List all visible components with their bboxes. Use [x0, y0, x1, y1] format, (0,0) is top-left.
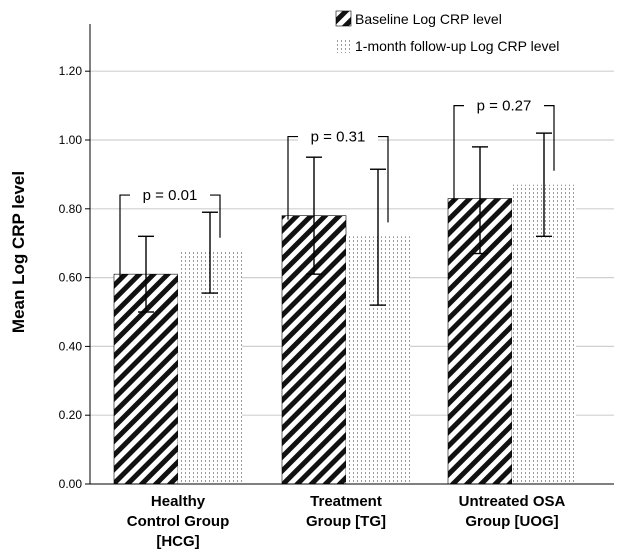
- p-value-label-background: [298, 126, 378, 147]
- legend-swatch-followup: [336, 38, 351, 53]
- legend-swatch-baseline: [335, 10, 352, 27]
- y-tick-label: 0.20: [59, 408, 83, 422]
- x-category-label-line: Treatment: [310, 493, 382, 510]
- y-axis-label: Mean Log CRP level: [9, 171, 28, 333]
- x-category-label-line: Untreated OSA: [459, 493, 566, 510]
- x-category-label-line: Group [TG]: [306, 513, 386, 530]
- bars: [113, 184, 576, 485]
- p-value-label: p = 0.01: [143, 187, 198, 204]
- y-tick-label: 0.40: [59, 339, 83, 353]
- x-category-label-line: Group [UOG]: [465, 513, 558, 530]
- significance-bracket: [287, 135, 389, 223]
- significance-brackets: p = 0.01 p = 0.31 p = 0.27: [119, 95, 555, 279]
- y-axis-ticks: 0.00 0.20 0.40 0.60 0.80 1.00 1.20: [59, 64, 90, 491]
- p-value-label-background: [130, 185, 210, 206]
- y-tick-label: 1.20: [59, 64, 83, 78]
- x-category-label-line: Healthy: [151, 493, 206, 510]
- y-tick-label: 0.80: [59, 202, 83, 216]
- legend-label-followup: 1-month follow-up Log CRP level: [355, 38, 559, 54]
- y-tick-label: 1.00: [59, 133, 83, 147]
- error-bars: [138, 132, 552, 313]
- p-value-label: p = 0.27: [477, 98, 532, 115]
- x-category-label-line: Control Group: [127, 513, 229, 530]
- y-tick-label: 0.00: [59, 477, 83, 491]
- y-tick-label: 0.60: [59, 271, 83, 285]
- legend-label-baseline: Baseline Log CRP level: [355, 11, 502, 27]
- legend: Baseline Log CRP level 1-month follow-up…: [335, 10, 559, 54]
- p-value-label: p = 0.31: [311, 129, 366, 146]
- x-category-label-line: [HCG]: [156, 533, 199, 550]
- x-axis-category-labels: Healthy Control Group [HCG] Treatment Group …: [127, 493, 566, 550]
- p-value-label-background: [464, 95, 544, 116]
